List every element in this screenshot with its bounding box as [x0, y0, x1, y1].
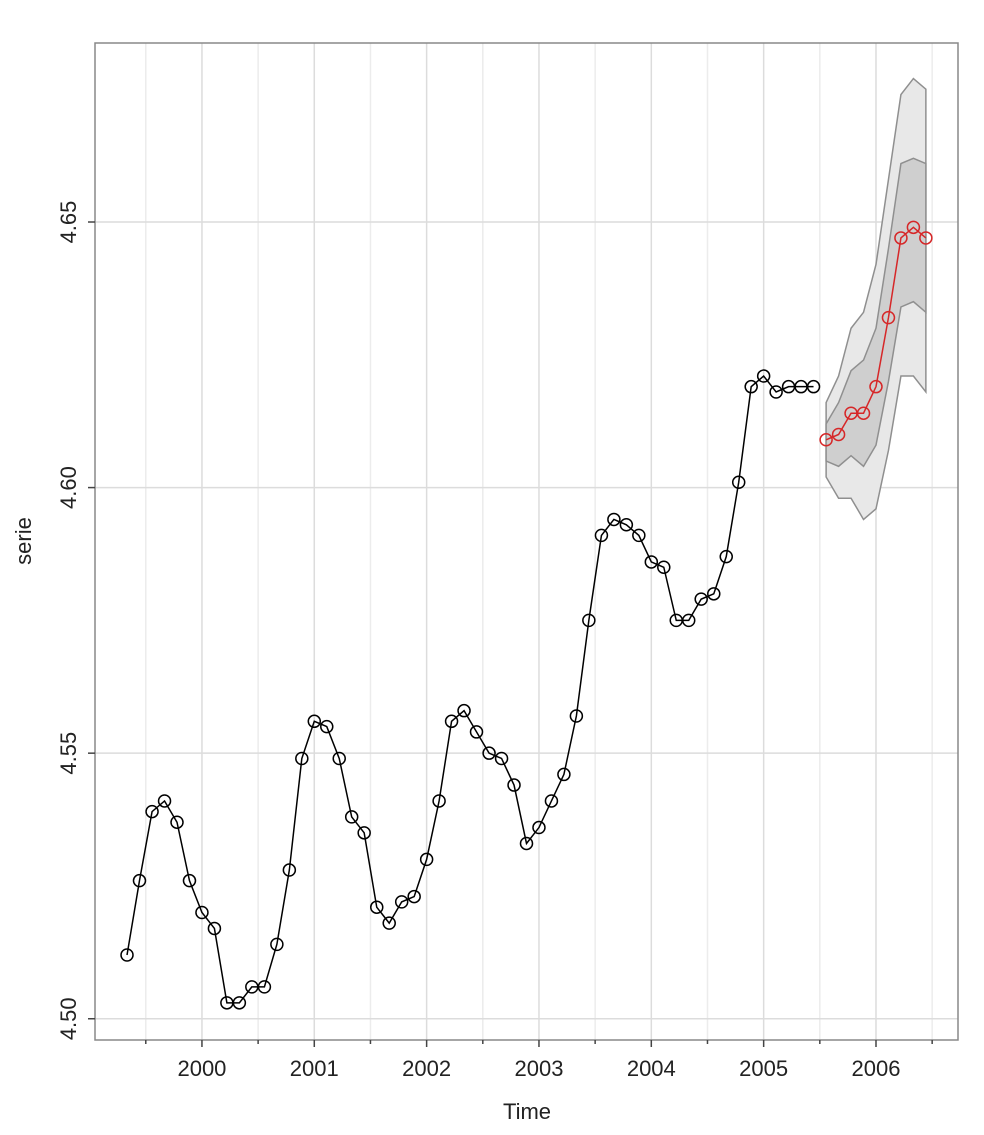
data-point: [607, 512, 621, 527]
y-tick-label: 4.50: [56, 997, 81, 1040]
data-point: [819, 433, 833, 447]
data-point: [744, 379, 758, 394]
plot-border: [94, 42, 959, 1041]
data-point: [182, 873, 197, 888]
y-tick-label: 4.65: [56, 201, 81, 244]
data-point: [394, 895, 409, 909]
x-tick-label: 2003: [514, 1056, 563, 1081]
data-point: [170, 815, 184, 829]
data-point: [594, 528, 609, 543]
data-point: [257, 980, 272, 994]
data-point: [756, 369, 771, 383]
data-point: [831, 427, 846, 442]
data-point: [544, 794, 559, 808]
data-point: [569, 709, 584, 723]
data-point: [469, 725, 484, 739]
data-point: [494, 751, 509, 766]
data-point: [457, 703, 471, 718]
x-tick-label: 2001: [290, 1056, 339, 1081]
data-point: [731, 475, 746, 490]
data-point: [232, 996, 247, 1010]
data-point: [282, 863, 297, 877]
data-point: [894, 231, 908, 245]
data-point: [519, 836, 534, 851]
data-point: [344, 810, 359, 824]
data-point: [370, 900, 384, 914]
data-point: [195, 905, 209, 920]
data-point: [657, 560, 671, 575]
x-tick-label: 2004: [627, 1056, 676, 1081]
data-point: [557, 767, 571, 782]
data-point: [619, 518, 634, 532]
data-point: [644, 555, 659, 569]
data-point: [419, 852, 434, 867]
data-point: [382, 916, 396, 930]
data-point: [132, 873, 147, 888]
data-point: [919, 231, 933, 245]
data-point: [120, 948, 134, 962]
x-tick-label: 2002: [402, 1056, 451, 1081]
data-point: [707, 587, 721, 601]
data-point: [145, 804, 159, 819]
data-point: [157, 794, 172, 808]
x-tick-label: 2005: [739, 1056, 788, 1081]
data-point: [332, 751, 346, 766]
data-point: [507, 778, 521, 792]
x-axis-label: Time: [503, 1099, 551, 1124]
data-point: [869, 379, 883, 394]
data-point: [407, 889, 421, 904]
data-point: [719, 549, 733, 564]
y-tick-label: 4.60: [56, 466, 81, 509]
forecast-band: [825, 157, 927, 468]
data-point: [881, 310, 896, 325]
data-point: [806, 379, 821, 394]
x-tick-label: 2006: [852, 1056, 901, 1081]
data-point: [694, 592, 708, 606]
data-point: [482, 746, 496, 760]
data-point: [207, 921, 222, 936]
x-tick-label: 2000: [177, 1056, 226, 1081]
data-point: [681, 613, 696, 628]
data-point: [582, 613, 596, 628]
series-line: [126, 374, 814, 1004]
data-point: [270, 937, 284, 952]
data-point: [432, 794, 446, 808]
data-point: [444, 714, 459, 729]
data-point: [307, 714, 322, 729]
data-point: [295, 751, 309, 766]
y-axis-label: serie: [11, 517, 36, 565]
data-point: [906, 220, 921, 235]
data-point: [632, 528, 646, 543]
data-point: [769, 385, 783, 399]
y-tick-label: 4.55: [56, 732, 81, 775]
data-point: [856, 406, 871, 420]
data-point: [532, 820, 546, 835]
data-point: [357, 826, 371, 840]
data-point: [320, 719, 334, 734]
